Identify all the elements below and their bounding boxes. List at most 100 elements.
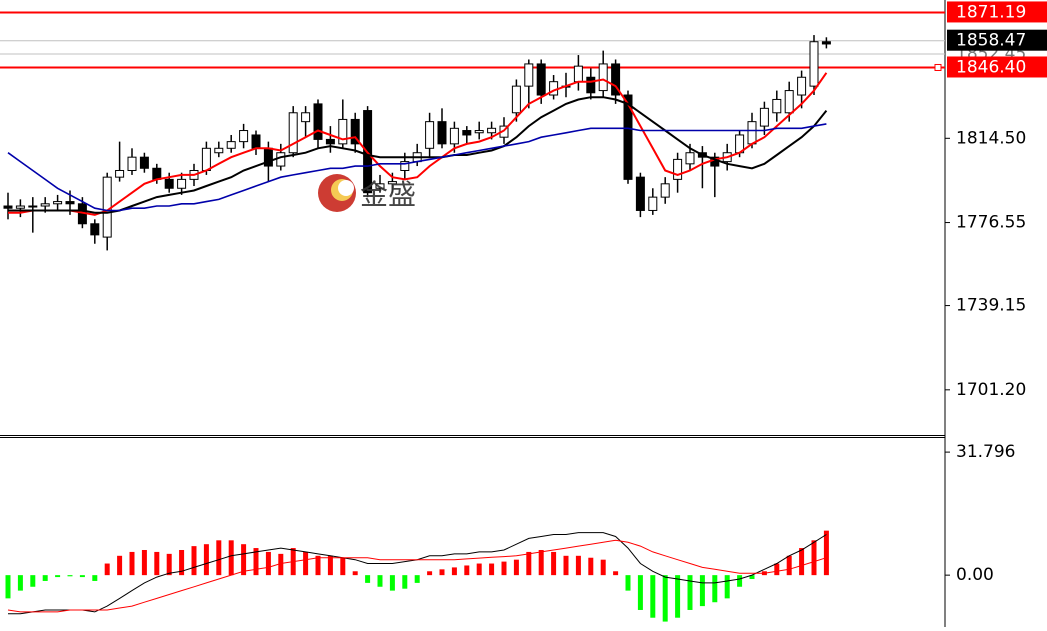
candle-body — [598, 63, 608, 92]
price-line-marker — [934, 63, 942, 71]
histogram-bar — [216, 540, 222, 576]
candle-body — [214, 147, 224, 154]
histogram-bar — [600, 559, 606, 576]
histogram-bar — [464, 565, 470, 576]
histogram-bar — [179, 549, 185, 576]
candle-body — [375, 183, 385, 189]
watermark: 金盛 — [318, 174, 416, 212]
histogram-bar — [501, 561, 507, 576]
price-tag — [947, 1, 1047, 23]
histogram-bar — [117, 555, 123, 576]
y-tick-label: 1814.50 — [956, 128, 1026, 148]
histogram-bar — [588, 557, 594, 576]
candle-body — [301, 112, 311, 123]
histogram-bar — [439, 569, 445, 576]
candle-body — [400, 161, 410, 171]
histogram-bar — [402, 575, 408, 589]
histogram-bar — [17, 575, 23, 591]
candle-body — [611, 63, 621, 96]
candle-body — [784, 90, 794, 114]
candle-body — [797, 76, 807, 96]
histogram-bar — [377, 575, 383, 587]
histogram-bar — [712, 575, 718, 603]
candle-body — [288, 112, 298, 154]
histogram-bar — [551, 551, 557, 576]
candle-body — [685, 152, 695, 165]
candle-body — [90, 223, 100, 236]
histogram-bar — [662, 575, 668, 622]
y-tick-label: 1739.15 — [956, 296, 1026, 316]
histogram-bar — [724, 575, 730, 599]
histogram-bar — [30, 575, 36, 587]
candle-body — [462, 130, 472, 136]
candle-body — [276, 152, 286, 167]
histogram-bar — [265, 551, 271, 576]
histogram-bar — [92, 575, 98, 581]
candle-body — [239, 130, 249, 143]
histogram-bar — [166, 553, 172, 576]
y-tick-label: 31.796 — [956, 442, 1015, 462]
price-tag-label: 1858.47 — [956, 31, 1026, 51]
histogram-bar — [786, 555, 792, 576]
candle-body — [15, 205, 25, 209]
histogram-bar — [575, 555, 581, 576]
candle-body — [251, 134, 261, 149]
histogram-bar — [253, 548, 259, 576]
histogram-bar — [42, 575, 48, 581]
candle-body — [313, 103, 323, 140]
watermark-text: 金盛 — [360, 178, 416, 211]
candle-body — [115, 169, 125, 178]
histogram-bar — [675, 575, 681, 618]
histogram-bar — [476, 563, 482, 576]
line-series — [8, 96, 828, 214]
candle-body — [127, 156, 137, 171]
candle-body — [635, 176, 645, 211]
candle-body — [53, 201, 63, 205]
histogram-bar — [427, 571, 433, 576]
candle-body — [474, 130, 484, 134]
histogram-bar — [303, 551, 309, 576]
histogram-bar — [489, 563, 495, 576]
histogram-bar — [699, 575, 705, 607]
candle-body — [747, 121, 757, 145]
candle-body — [164, 178, 174, 189]
histogram-bar — [154, 551, 160, 576]
histogram-bar — [241, 544, 247, 576]
candle-body — [648, 196, 658, 211]
candle-body — [139, 156, 149, 169]
candle-body — [487, 127, 497, 134]
candle-body — [586, 76, 596, 94]
histogram-bar — [625, 575, 631, 591]
histogram-bar — [129, 551, 135, 576]
candle-body — [524, 63, 534, 87]
histogram-bar — [414, 575, 420, 583]
histogram-bar — [774, 563, 780, 576]
y-tick-label: 0.00 — [956, 565, 994, 585]
candle-body — [338, 118, 348, 145]
histogram-bar — [451, 567, 457, 576]
histogram-bar — [352, 571, 358, 576]
line-series — [7, 123, 827, 212]
histogram-bar — [526, 551, 532, 576]
candle-body — [40, 203, 50, 207]
histogram-bar — [340, 557, 346, 576]
histogram-bar — [327, 555, 333, 576]
histogram-bar — [513, 559, 519, 576]
candle-body — [772, 98, 782, 114]
histogram-bar — [687, 575, 693, 610]
candle-body — [623, 94, 633, 180]
candle-body — [28, 205, 38, 208]
histogram-bar — [563, 555, 569, 576]
histogram-bar — [365, 575, 371, 583]
histogram-bar — [315, 555, 321, 576]
line-series — [7, 539, 827, 613]
candle-body — [226, 141, 236, 149]
histogram-bar — [749, 575, 755, 580]
histogram-bar — [5, 575, 11, 599]
y-tick-label: 1701.20 — [956, 380, 1026, 400]
histogram-bar — [191, 546, 197, 576]
candle-body — [325, 138, 335, 145]
candle-body — [177, 178, 187, 189]
histogram-bar — [389, 575, 395, 591]
